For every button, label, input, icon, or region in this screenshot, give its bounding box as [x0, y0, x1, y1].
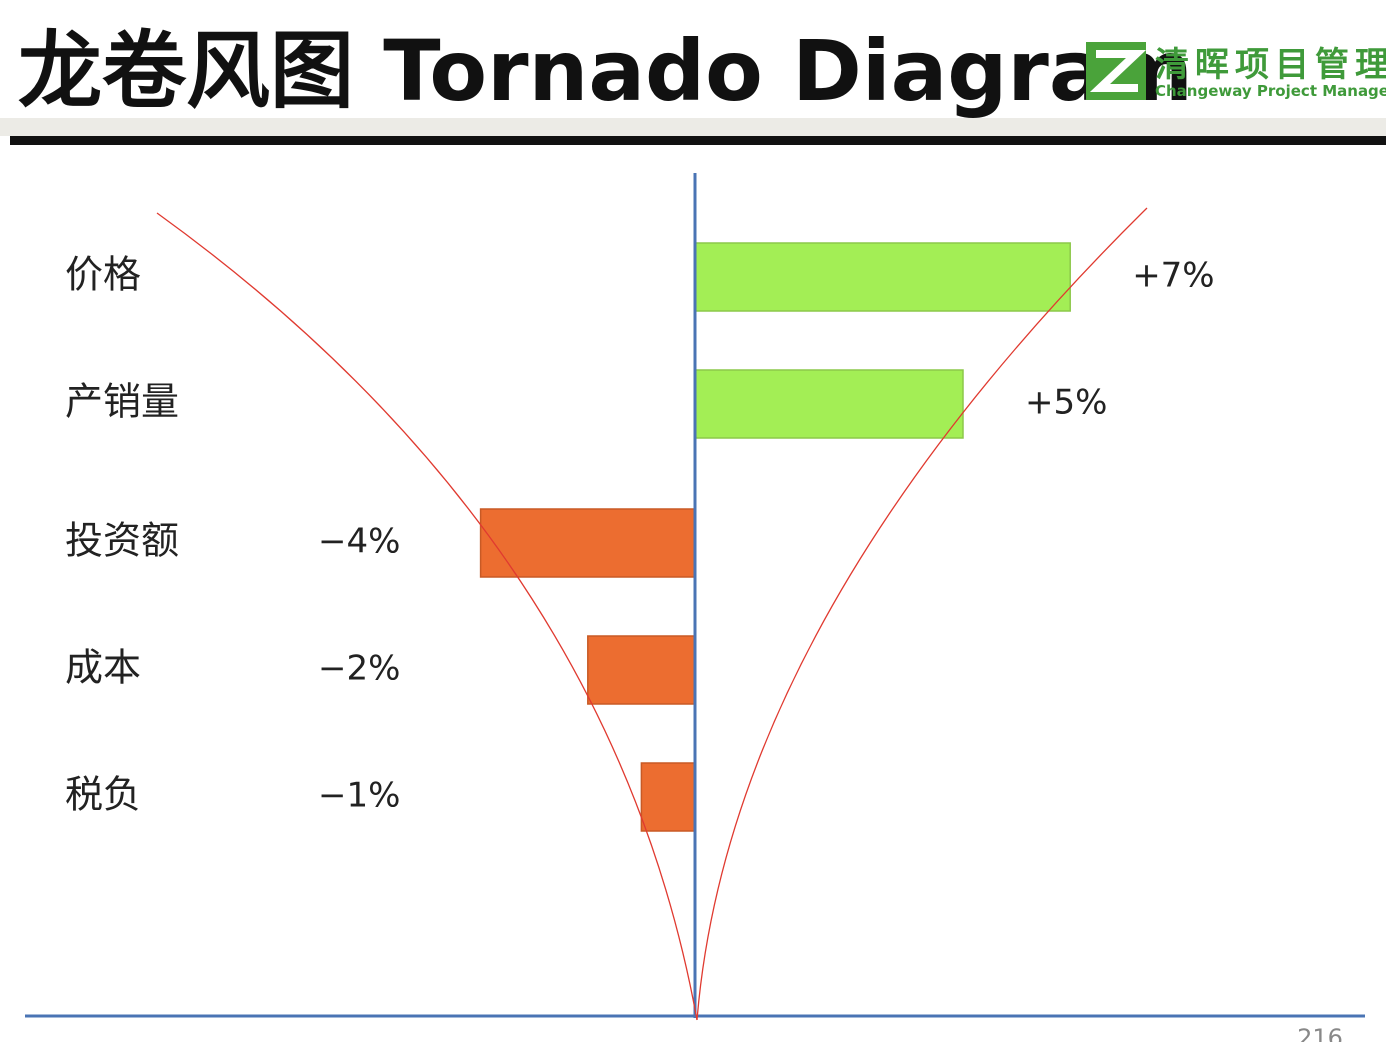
title-band: [0, 118, 1386, 136]
funnel-curve: [696, 207, 1148, 1021]
value-label: +7%: [1132, 256, 1214, 296]
plot: 价格 +7% 产销量 +5% 投资额 −4% 成本 −2% 税负 −1%: [25, 173, 1365, 1018]
value-label: −4%: [318, 522, 400, 562]
logo: 清晖项目管理 Changeway Project Management: [1086, 42, 1386, 100]
logo-mark: [1089, 50, 1147, 92]
funnel-curve: [156, 212, 698, 1021]
page-number: 216: [1297, 1024, 1343, 1042]
logo-en: Changeway Project Management: [1155, 82, 1386, 100]
bar: [640, 762, 696, 832]
category-label: 产销量: [65, 380, 179, 424]
bar: [694, 369, 964, 439]
category-label: 投资额: [65, 519, 179, 563]
category-label: 税负: [65, 773, 141, 817]
title-rule: [10, 136, 1386, 145]
category-label: 价格: [65, 253, 141, 297]
bar: [587, 635, 696, 705]
value-label: +5%: [1025, 383, 1107, 423]
logo-cn: 清晖项目管理: [1155, 45, 1386, 85]
bar: [479, 508, 696, 578]
slide-title: 龙卷风图 Tornado Diagram: [18, 22, 1193, 120]
value-label: −2%: [318, 649, 400, 689]
bar: [694, 242, 1071, 312]
category-label: 成本: [65, 646, 141, 690]
value-label: −1%: [318, 776, 400, 816]
